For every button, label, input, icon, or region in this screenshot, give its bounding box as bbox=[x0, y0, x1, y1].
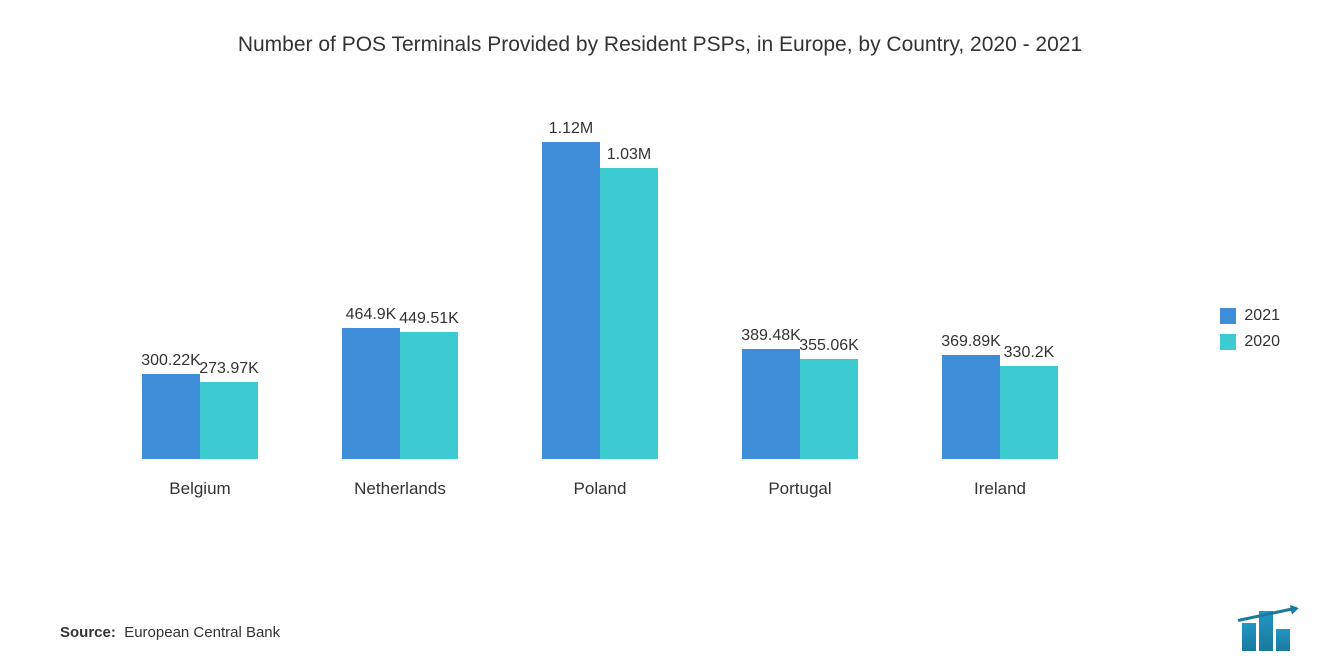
x-axis-labels: Belgium Netherlands Poland Portugal Ireland bbox=[100, 479, 1100, 499]
bar-value-label: 330.2K bbox=[1004, 344, 1055, 366]
bar-value-label: 1.03M bbox=[607, 146, 651, 168]
bar-value-label: 300.22K bbox=[141, 352, 201, 374]
x-axis-label: Belgium bbox=[142, 479, 258, 499]
bars-wrapper: 300.22K273.97K464.9K449.51K1.12M1.03M389… bbox=[100, 119, 1100, 459]
bar: 369.89K bbox=[942, 355, 1000, 460]
bar: 300.22K bbox=[142, 374, 200, 459]
source-value: European Central Bank bbox=[124, 624, 280, 641]
category-group: 464.9K449.51K bbox=[342, 328, 458, 460]
legend: 2021 2020 bbox=[1220, 307, 1280, 359]
x-axis-label: Ireland bbox=[942, 479, 1058, 499]
legend-item: 2021 bbox=[1220, 307, 1280, 325]
bar: 464.9K bbox=[342, 328, 400, 460]
bar: 355.06K bbox=[800, 359, 858, 460]
bar-value-label: 449.51K bbox=[399, 310, 459, 332]
chart-container: Number of POS Terminals Provided by Resi… bbox=[0, 0, 1320, 665]
category-group: 1.12M1.03M bbox=[542, 142, 658, 459]
x-axis-label: Netherlands bbox=[342, 479, 458, 499]
bar: 1.12M bbox=[542, 142, 600, 459]
bar-value-label: 355.06K bbox=[799, 337, 859, 359]
bar: 1.03M bbox=[600, 168, 658, 460]
bar-value-label: 464.9K bbox=[346, 306, 397, 328]
bar: 273.97K bbox=[200, 382, 258, 460]
bar-value-label: 389.48K bbox=[741, 327, 801, 349]
category-group: 300.22K273.97K bbox=[142, 374, 258, 459]
source-label: Source: bbox=[60, 624, 116, 641]
legend-swatch-icon bbox=[1220, 334, 1236, 350]
category-group: 389.48K355.06K bbox=[742, 349, 858, 459]
legend-label: 2021 bbox=[1244, 307, 1280, 325]
plot-area: 300.22K273.97K464.9K449.51K1.12M1.03M389… bbox=[100, 119, 1100, 499]
legend-label: 2020 bbox=[1244, 333, 1280, 351]
chart-title: Number of POS Terminals Provided by Resi… bbox=[210, 30, 1110, 59]
bar: 330.2K bbox=[1000, 366, 1058, 460]
bar-value-label: 273.97K bbox=[199, 360, 259, 382]
x-axis-label: Portugal bbox=[742, 479, 858, 499]
logo-bar-icon bbox=[1242, 623, 1256, 651]
bar: 449.51K bbox=[400, 332, 458, 459]
bar-value-label: 1.12M bbox=[549, 120, 593, 142]
legend-swatch-icon bbox=[1220, 308, 1236, 324]
logo-bar-icon bbox=[1276, 629, 1290, 651]
source-line: Source: European Central Bank bbox=[60, 624, 280, 641]
bar-value-label: 369.89K bbox=[941, 333, 1001, 355]
legend-item: 2020 bbox=[1220, 333, 1280, 351]
x-axis-label: Poland bbox=[542, 479, 658, 499]
bar: 389.48K bbox=[742, 349, 800, 459]
category-group: 369.89K330.2K bbox=[942, 355, 1058, 460]
brand-logo-icon bbox=[1242, 611, 1290, 651]
